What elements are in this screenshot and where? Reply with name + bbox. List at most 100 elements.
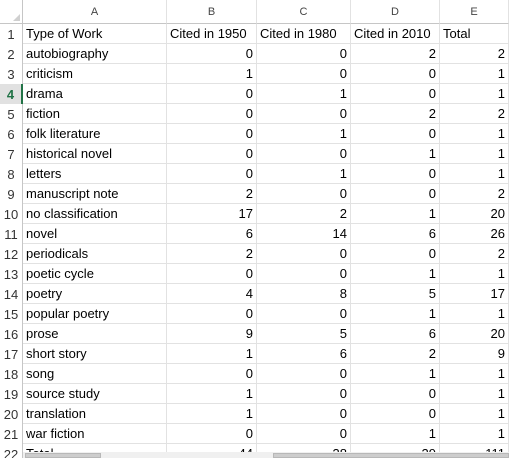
cell-c21[interactable]: 0 [257, 424, 351, 444]
cell-b5[interactable]: 0 [167, 104, 257, 124]
cell-e20[interactable]: 1 [440, 404, 509, 424]
cell-b7[interactable]: 0 [167, 144, 257, 164]
cell-d4[interactable]: 0 [351, 84, 440, 104]
cell-b15[interactable]: 0 [167, 304, 257, 324]
cell-c12[interactable]: 0 [257, 244, 351, 264]
cell-e10[interactable]: 20 [440, 204, 509, 224]
cell-e1[interactable]: Total [440, 24, 509, 44]
cell-c17[interactable]: 6 [257, 344, 351, 364]
row-header-2[interactable]: 2 [0, 44, 23, 64]
row-header-7[interactable]: 7 [0, 144, 23, 164]
cell-a7[interactable]: historical novel [23, 144, 167, 164]
cell-a9[interactable]: manuscript note [23, 184, 167, 204]
cell-a16[interactable]: prose [23, 324, 167, 344]
cell-a15[interactable]: popular poetry [23, 304, 167, 324]
scrollbar-thumb[interactable] [273, 453, 509, 458]
cell-b12[interactable]: 2 [167, 244, 257, 264]
cell-d8[interactable]: 0 [351, 164, 440, 184]
cell-a4[interactable]: drama [23, 84, 167, 104]
cell-d5[interactable]: 2 [351, 104, 440, 124]
cell-b1[interactable]: Cited in 1950 [167, 24, 257, 44]
cell-d14[interactable]: 5 [351, 284, 440, 304]
cell-e17[interactable]: 9 [440, 344, 509, 364]
cell-a8[interactable]: letters [23, 164, 167, 184]
cell-d15[interactable]: 1 [351, 304, 440, 324]
row-header-14[interactable]: 14 [0, 284, 23, 304]
cell-c10[interactable]: 2 [257, 204, 351, 224]
row-header-6[interactable]: 6 [0, 124, 23, 144]
cell-b20[interactable]: 1 [167, 404, 257, 424]
cell-d16[interactable]: 6 [351, 324, 440, 344]
cell-a2[interactable]: autobiography [23, 44, 167, 64]
cell-e2[interactable]: 2 [440, 44, 509, 64]
cell-a6[interactable]: folk literature [23, 124, 167, 144]
cell-c11[interactable]: 14 [257, 224, 351, 244]
cell-a18[interactable]: song [23, 364, 167, 384]
cell-d3[interactable]: 0 [351, 64, 440, 84]
cell-a11[interactable]: novel [23, 224, 167, 244]
row-header-12[interactable]: 12 [0, 244, 23, 264]
cell-d18[interactable]: 1 [351, 364, 440, 384]
cell-e15[interactable]: 1 [440, 304, 509, 324]
cell-e19[interactable]: 1 [440, 384, 509, 404]
row-header-19[interactable]: 19 [0, 384, 23, 404]
cell-b3[interactable]: 1 [167, 64, 257, 84]
cell-b18[interactable]: 0 [167, 364, 257, 384]
cell-c6[interactable]: 1 [257, 124, 351, 144]
row-header-1[interactable]: 1 [0, 24, 23, 44]
cell-c4[interactable]: 1 [257, 84, 351, 104]
cell-c2[interactable]: 0 [257, 44, 351, 64]
cell-a20[interactable]: translation [23, 404, 167, 424]
cell-e14[interactable]: 17 [440, 284, 509, 304]
cell-b17[interactable]: 1 [167, 344, 257, 364]
cell-d2[interactable]: 2 [351, 44, 440, 64]
cell-d11[interactable]: 6 [351, 224, 440, 244]
cell-c7[interactable]: 0 [257, 144, 351, 164]
row-header-15[interactable]: 15 [0, 304, 23, 324]
cell-e8[interactable]: 1 [440, 164, 509, 184]
cell-b11[interactable]: 6 [167, 224, 257, 244]
row-header-18[interactable]: 18 [0, 364, 23, 384]
row-header-5[interactable]: 5 [0, 104, 23, 124]
row-header-8[interactable]: 8 [0, 164, 23, 184]
column-header-a[interactable]: A [23, 0, 167, 24]
row-header-16[interactable]: 16 [0, 324, 23, 344]
row-header-11[interactable]: 11 [0, 224, 23, 244]
cell-c5[interactable]: 0 [257, 104, 351, 124]
cell-b14[interactable]: 4 [167, 284, 257, 304]
cell-b9[interactable]: 2 [167, 184, 257, 204]
cell-e11[interactable]: 26 [440, 224, 509, 244]
row-header-21[interactable]: 21 [0, 424, 23, 444]
cell-e21[interactable]: 1 [440, 424, 509, 444]
row-header-13[interactable]: 13 [0, 264, 23, 284]
cell-b16[interactable]: 9 [167, 324, 257, 344]
cell-d1[interactable]: Cited in 2010 [351, 24, 440, 44]
cell-e4[interactable]: 1 [440, 84, 509, 104]
cell-e7[interactable]: 1 [440, 144, 509, 164]
cell-a5[interactable]: fiction [23, 104, 167, 124]
cell-c16[interactable]: 5 [257, 324, 351, 344]
cell-e12[interactable]: 2 [440, 244, 509, 264]
cell-a19[interactable]: source study [23, 384, 167, 404]
column-header-b[interactable]: B [167, 0, 257, 24]
cell-d7[interactable]: 1 [351, 144, 440, 164]
cell-b8[interactable]: 0 [167, 164, 257, 184]
cell-c9[interactable]: 0 [257, 184, 351, 204]
column-header-e[interactable]: E [440, 0, 509, 24]
cell-e5[interactable]: 2 [440, 104, 509, 124]
cell-e3[interactable]: 1 [440, 64, 509, 84]
cell-d12[interactable]: 0 [351, 244, 440, 264]
row-header-10[interactable]: 10 [0, 204, 23, 224]
cell-d9[interactable]: 0 [351, 184, 440, 204]
row-header-22[interactable]: 22 [0, 444, 23, 458]
cell-e18[interactable]: 1 [440, 364, 509, 384]
cell-c20[interactable]: 0 [257, 404, 351, 424]
cell-a10[interactable]: no classification [23, 204, 167, 224]
cell-a21[interactable]: war fiction [23, 424, 167, 444]
cell-c15[interactable]: 0 [257, 304, 351, 324]
row-header-9[interactable]: 9 [0, 184, 23, 204]
cell-b2[interactable]: 0 [167, 44, 257, 64]
cell-c18[interactable]: 0 [257, 364, 351, 384]
cell-d20[interactable]: 0 [351, 404, 440, 424]
cell-a1[interactable]: Type of Work [23, 24, 167, 44]
